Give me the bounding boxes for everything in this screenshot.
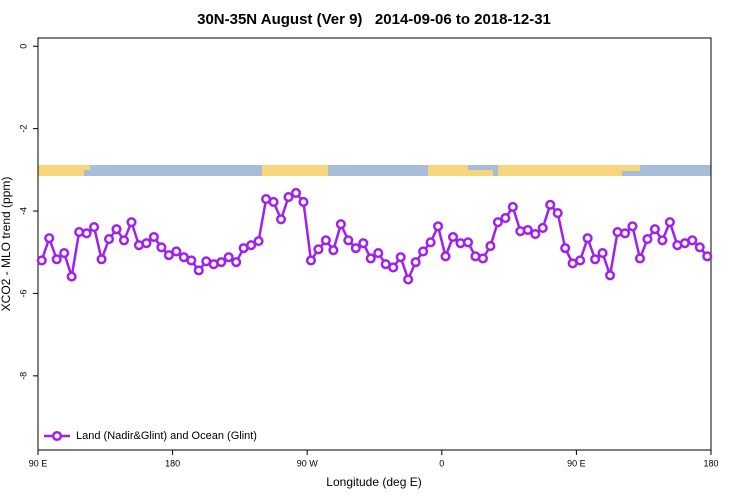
point	[253, 236, 264, 247]
x-tick-label: 90 E	[567, 458, 586, 468]
point	[642, 234, 653, 245]
point	[305, 255, 316, 266]
point	[522, 224, 533, 236]
point	[216, 257, 227, 268]
point	[320, 235, 331, 246]
y-tick-label: -6	[18, 289, 28, 297]
series-line	[40, 191, 709, 283]
legend-marker	[51, 430, 63, 442]
chart-title: 30N-35N August (Ver 9) 2014-09-06 to 201…	[197, 11, 551, 28]
point	[388, 262, 399, 273]
point	[223, 252, 234, 263]
point	[485, 241, 496, 252]
x-tick-label: 0	[439, 458, 444, 468]
point	[425, 237, 436, 248]
point	[231, 257, 242, 268]
point	[163, 250, 174, 261]
point	[410, 257, 421, 268]
point	[575, 255, 586, 266]
point	[395, 252, 406, 263]
point	[89, 222, 100, 233]
land-ocean-strip	[38, 165, 711, 176]
point	[664, 217, 675, 228]
point	[268, 196, 279, 208]
point	[186, 255, 197, 266]
point	[545, 199, 556, 210]
point	[440, 251, 451, 262]
point	[66, 271, 77, 282]
point	[500, 212, 511, 224]
point	[477, 253, 488, 264]
y-tick-label: -2	[18, 125, 28, 133]
point	[358, 238, 369, 249]
x-axis-label: Longitude (deg E)	[326, 475, 421, 489]
point	[118, 235, 130, 246]
point	[560, 243, 571, 254]
point	[275, 214, 287, 225]
point	[447, 231, 459, 243]
x-tick-label: 90 E	[29, 458, 48, 468]
point	[156, 242, 167, 253]
point	[657, 235, 668, 246]
plot-frame	[37, 37, 712, 451]
point	[111, 224, 122, 235]
point	[433, 221, 444, 232]
point	[193, 265, 204, 276]
point	[403, 274, 414, 285]
point	[103, 234, 115, 245]
point	[171, 246, 182, 257]
point	[507, 201, 518, 212]
point	[537, 222, 548, 233]
x-tick-label: 90 W	[297, 458, 319, 468]
point	[694, 242, 705, 253]
y-tick-label: -8	[18, 372, 28, 380]
point	[343, 235, 354, 246]
point	[552, 208, 563, 219]
point	[373, 248, 384, 259]
point	[96, 254, 107, 265]
point	[246, 240, 257, 251]
point	[298, 196, 309, 208]
legend-label: Land (Nadir&Glint) and Ocean (Glint)	[76, 430, 257, 442]
point	[36, 255, 47, 266]
point	[283, 191, 294, 203]
x-tick-label: 180	[703, 458, 718, 468]
point	[141, 238, 152, 249]
point	[627, 221, 638, 232]
point	[530, 229, 541, 240]
point	[148, 231, 159, 243]
y-axis-label: XCO2 - MLO trend (ppm)	[0, 177, 13, 312]
point	[313, 244, 324, 255]
point	[59, 248, 70, 259]
point	[126, 217, 137, 228]
point	[582, 233, 593, 244]
point	[418, 246, 429, 257]
point	[590, 254, 601, 265]
point	[44, 233, 55, 244]
point	[619, 228, 631, 239]
point	[702, 251, 713, 262]
point	[81, 228, 92, 239]
point	[605, 270, 616, 281]
point	[328, 245, 339, 256]
point	[492, 217, 503, 228]
point	[290, 187, 302, 198]
point	[365, 253, 376, 264]
point	[335, 219, 346, 230]
y-tick-label: 0	[18, 44, 28, 49]
x-tick-label: 180	[165, 458, 180, 468]
point	[350, 243, 361, 254]
point	[649, 224, 660, 235]
point	[687, 235, 698, 246]
y-tick-label: -4	[18, 207, 28, 215]
point	[634, 253, 646, 264]
point	[462, 237, 474, 248]
point	[51, 254, 62, 265]
point	[597, 248, 608, 259]
